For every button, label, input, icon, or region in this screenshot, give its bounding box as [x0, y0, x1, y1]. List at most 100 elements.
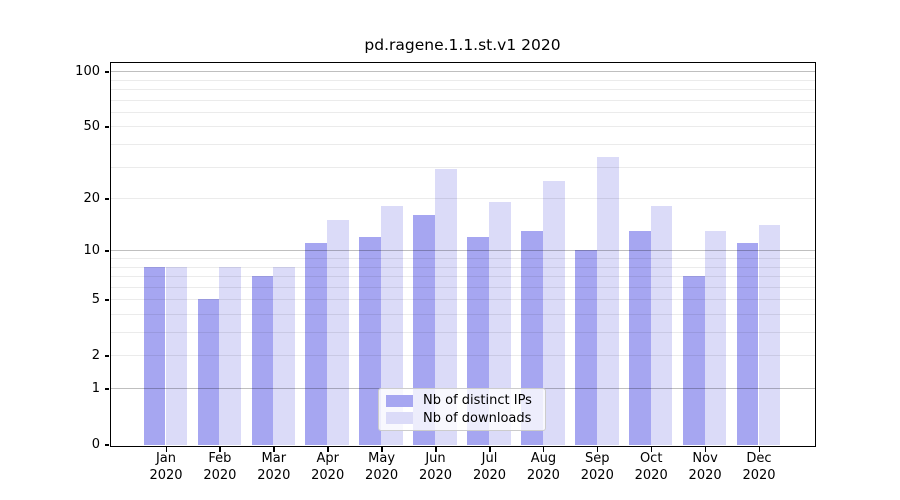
- x-tick-label-year: 2020: [688, 467, 722, 483]
- y-tick-label: 100: [75, 64, 100, 80]
- gridline-minor: [110, 99, 815, 101]
- gridline-minor: [110, 332, 815, 333]
- x-axis-tick: [327, 447, 329, 452]
- gridline-minor: [110, 314, 815, 315]
- x-tick-label: Aug 2020: [511, 451, 575, 484]
- y-axis-tick: [104, 299, 109, 301]
- y-axis-tick: [104, 126, 109, 128]
- bar-downloads-may: [381, 206, 403, 445]
- x-tick-label: Jan 2020: [134, 451, 198, 484]
- y-tick-label: 1: [91, 381, 100, 396]
- legend-label-distinct-ips: Nb of distinct IPs: [423, 393, 532, 409]
- x-tick-label-month: Jul: [481, 451, 498, 466]
- x-tick-label-month: May: [368, 451, 396, 466]
- legend-entry-downloads: Nb of downloads: [386, 411, 539, 426]
- bar-downloads-jan: [165, 266, 188, 445]
- x-axis-tick: [650, 447, 653, 452]
- bar-distinct-ips-may: [359, 236, 382, 445]
- bar-downloads-dec: [758, 225, 781, 445]
- bar-downloads-feb: [219, 266, 242, 445]
- x-tick-label-month: Jan: [155, 451, 177, 466]
- gridline-minor: [110, 266, 815, 268]
- x-axis-tick: [435, 447, 437, 452]
- x-axis-tick: [596, 447, 599, 452]
- y-axis-tick: [104, 388, 109, 390]
- bar-downloads-oct: [650, 206, 673, 445]
- bar-distinct-ips-feb: [197, 299, 220, 445]
- x-tick-label: Sep 2020: [565, 451, 629, 484]
- y-tick-label: 0: [91, 437, 100, 452]
- y-tick-label: 5: [91, 292, 100, 308]
- x-tick-label-year: 2020: [742, 467, 776, 483]
- x-tick-label-month: Feb: [208, 451, 232, 466]
- x-tick-label-year: 2020: [311, 467, 345, 483]
- bar-distinct-ips-oct: [628, 230, 651, 445]
- y-axis-tick: [104, 71, 109, 73]
- x-axis-tick: [219, 447, 221, 452]
- x-axis-tick: [381, 447, 383, 452]
- x-tick-label-year: 2020: [580, 467, 614, 483]
- x-tick-label: Jul 2020: [458, 451, 522, 484]
- bar-distinct-ips-sep: [575, 250, 597, 445]
- gridline-minor: [110, 88, 815, 90]
- x-tick-label-month: Jun: [425, 451, 446, 466]
- x-tick-label-month: Nov: [692, 451, 718, 466]
- x-tick-label-year: 2020: [203, 467, 237, 483]
- bar-downloads-aug: [542, 180, 565, 445]
- gridline-major: [110, 71, 815, 73]
- legend-label-downloads: Nb of downloads: [423, 410, 532, 426]
- gridline-minor: [110, 111, 815, 113]
- x-axis-tick: [165, 447, 168, 452]
- x-tick-label-year: 2020: [149, 467, 183, 483]
- x-tick-label: Jun 2020: [404, 451, 468, 484]
- gridline-minor: [110, 258, 815, 259]
- legend-entry-distinct-ips: Nb of distinct IPs: [386, 393, 539, 408]
- y-axis-tick: [104, 198, 109, 200]
- chart-title: pd.ragene.1.1.st.v1 2020: [364, 36, 561, 54]
- y-axis-tick: [104, 250, 109, 252]
- bar-downloads-nov: [704, 230, 727, 445]
- gridline-minor: [110, 299, 815, 301]
- bar-downloads-jun: [435, 169, 457, 445]
- bar-distinct-ips-jun: [413, 215, 435, 445]
- gridline-minor: [110, 126, 815, 128]
- x-tick-label: Oct 2020: [619, 451, 683, 484]
- bar-downloads-jul: [489, 201, 511, 445]
- x-tick-label: Nov 2020: [673, 451, 737, 484]
- x-axis-tick: [489, 447, 491, 452]
- bar-distinct-ips-dec: [736, 243, 759, 445]
- legend-swatch-downloads-icon: [386, 412, 413, 425]
- x-tick-label-month: Oct: [639, 451, 663, 466]
- x-tick-label-year: 2020: [526, 467, 560, 483]
- gridline-major: [110, 250, 815, 252]
- gridline-minor: [110, 166, 815, 168]
- bar-downloads-mar: [273, 266, 296, 445]
- plot-area: [104, 61, 816, 452]
- x-tick-label-month: Apr: [316, 451, 339, 466]
- bar-distinct-ips-jan: [143, 266, 166, 445]
- x-tick-label-month: Sep: [585, 451, 610, 466]
- x-tick-label: Dec 2020: [727, 451, 791, 484]
- y-tick-label: 2: [91, 348, 100, 364]
- legend: Nb of distinct IPs Nb of downloads: [378, 388, 546, 431]
- x-axis-tick: [273, 447, 275, 452]
- gridline-minor: [110, 79, 815, 81]
- y-tick-label: 20: [83, 191, 100, 206]
- x-tick-label: Mar 2020: [242, 451, 306, 484]
- gridline-minor: [110, 276, 815, 277]
- x-tick-label-year: 2020: [472, 467, 507, 483]
- bar-downloads-apr: [327, 220, 349, 445]
- x-axis-tick: [758, 447, 761, 452]
- gridline-minor: [110, 286, 815, 288]
- gridline-minor: [110, 143, 815, 145]
- x-tick-label: Apr 2020: [296, 451, 360, 484]
- bar-downloads-sep: [596, 156, 619, 445]
- x-tick-label-year: 2020: [634, 467, 668, 483]
- x-tick-label-year: 2020: [257, 467, 291, 483]
- bar-distinct-ips-nov: [682, 276, 705, 445]
- y-axis-tick: [104, 444, 109, 446]
- x-tick-label: Feb 2020: [188, 451, 252, 484]
- x-tick-label-month: Mar: [261, 451, 287, 466]
- y-tick-label: 10: [83, 243, 100, 259]
- x-axis-tick: [704, 447, 707, 452]
